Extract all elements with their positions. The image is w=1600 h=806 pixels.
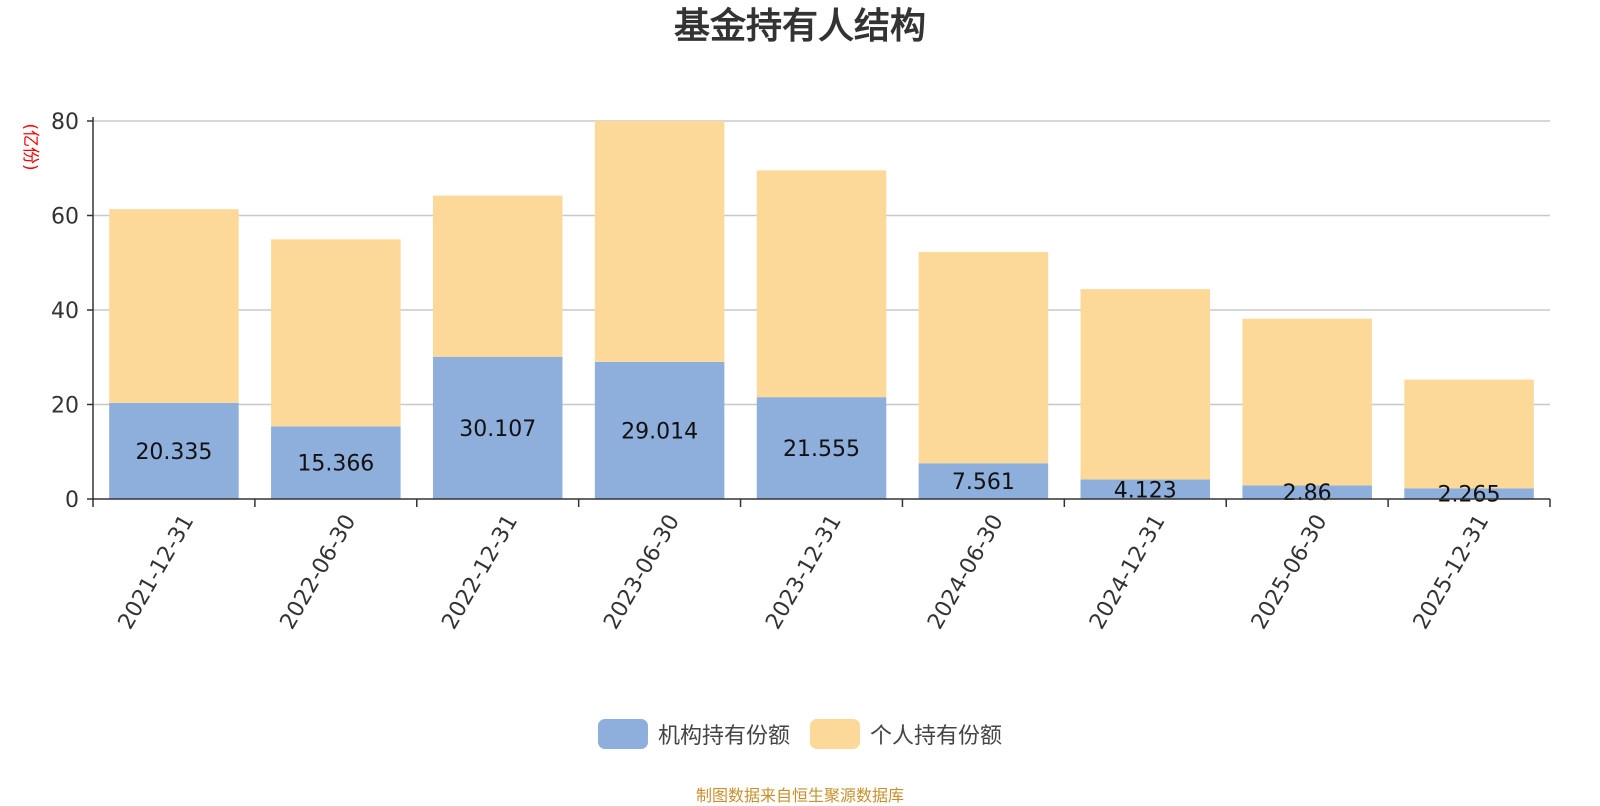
bar-individual (271, 239, 401, 427)
bar-individual (432, 195, 563, 357)
chart-title: 基金持有人结构 (674, 5, 926, 47)
y-tick-label: 0 (65, 488, 79, 513)
y-tick-label: 80 (51, 110, 79, 135)
legend-label-individual: 个人持有份额 (870, 724, 1003, 749)
data-label: 30.107 (459, 417, 536, 442)
data-label: 21.555 (783, 437, 860, 462)
x-tick-label: 2025-12-31 (1409, 511, 1495, 634)
data-source-note: 制图数据来自恒生聚源数据库 (695, 786, 904, 805)
data-label: 2.265 (1438, 483, 1501, 508)
x-tick-label: 2023-12-31 (761, 511, 847, 634)
y-tick-label: 20 (51, 394, 79, 419)
legend-swatch-institutional (597, 719, 648, 749)
legend-swatch-individual (810, 719, 860, 749)
bar-institutional (1080, 479, 1211, 499)
data-label: 29.014 (621, 419, 698, 444)
bar-individual (918, 252, 1049, 464)
bar-institutional (109, 402, 239, 499)
bar-individual (756, 170, 887, 398)
x-tick-label: 2023-06-30 (599, 511, 685, 634)
x-tick-label: 2021-12-31 (114, 511, 200, 634)
bar-institutional (1242, 485, 1372, 499)
y-tick-label: 60 (51, 205, 79, 230)
bar-institutional (432, 356, 563, 499)
legend-item-institutional[interactable]: 机构持有份额 (597, 718, 790, 750)
bar-institutional (1404, 488, 1534, 499)
data-label: 2.86 (1283, 481, 1332, 506)
legend-item-individual[interactable]: 个人持有份额 (810, 718, 1002, 750)
x-tick-label: 2024-12-31 (1085, 511, 1171, 634)
bar-individual (1080, 289, 1211, 480)
y-axis-label: (亿份) (20, 123, 40, 170)
x-tick-label: 2024-06-30 (923, 511, 1009, 634)
bar-institutional (918, 463, 1049, 499)
bar-institutional (756, 397, 887, 499)
bar-individual (594, 120, 725, 362)
x-tick-label: 2022-06-30 (276, 511, 362, 634)
legend: 机构持有份额 个人持有份额 (0, 718, 1600, 750)
y-tick-label: 40 (51, 299, 79, 324)
data-label: 7.561 (952, 470, 1015, 495)
legend-label-institutional: 机构持有份额 (657, 724, 790, 749)
bars (109, 120, 1534, 499)
x-tick-label: 2025-06-30 (1247, 511, 1333, 634)
bar-institutional (271, 426, 401, 499)
x-tick-label: 2022-12-31 (437, 511, 523, 634)
bar-individual (1242, 318, 1372, 486)
data-label: 20.335 (135, 440, 212, 465)
bar-individual (1404, 379, 1534, 489)
bar-individual (109, 209, 239, 403)
bar-institutional (594, 361, 725, 499)
data-label: 15.366 (297, 452, 374, 477)
